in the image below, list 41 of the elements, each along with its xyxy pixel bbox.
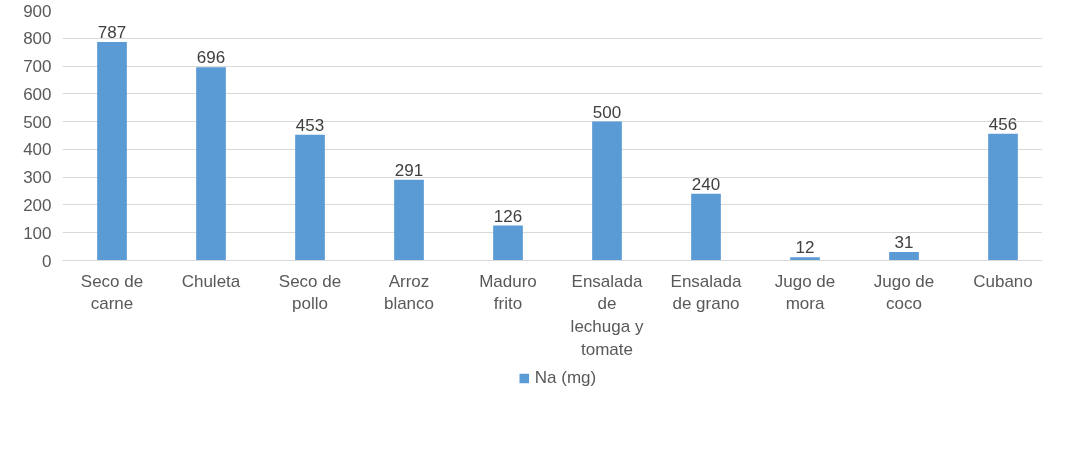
bar: [691, 193, 721, 261]
x-tick-label: Seco de pollo: [278, 271, 342, 314]
x-tick-label: Maduro frito: [479, 271, 537, 314]
y-tick-label: 400: [23, 140, 52, 160]
data-label: 456: [988, 114, 1018, 134]
y-tick-label: 800: [23, 29, 52, 49]
bar: [97, 41, 127, 261]
bar: [889, 251, 919, 261]
y-tick-label: 0: [42, 251, 52, 271]
bar: [493, 225, 523, 261]
x-tick-label: Cubano: [973, 271, 1033, 291]
bar: [592, 121, 622, 261]
x-tick-label: Ensalada de grano: [670, 271, 742, 314]
legend-label: Na (mg): [534, 368, 597, 388]
y-tick-label: 500: [23, 112, 52, 132]
data-label: 696: [196, 48, 226, 68]
data-label: 12: [795, 238, 815, 258]
data-label: 453: [295, 115, 325, 135]
bar: [196, 67, 226, 261]
x-tick-label: Ensalada de lechuga y tomate: [570, 271, 644, 359]
data-label: 31: [894, 232, 914, 252]
bar: [394, 179, 424, 261]
x-tick-label: Arroz blanco: [383, 271, 435, 314]
y-tick-label: 900: [23, 1, 52, 21]
data-label: 240: [691, 174, 721, 194]
x-tick-label: Seco de carne: [80, 271, 144, 314]
data-label: 787: [97, 22, 127, 42]
y-tick-label: 600: [23, 84, 52, 104]
x-tick-label: Jugo de coco: [873, 271, 935, 314]
y-tick-label: 300: [23, 168, 52, 188]
x-tick-label: Chuleta: [181, 271, 241, 291]
bar: [790, 257, 820, 261]
bar: [295, 134, 325, 261]
x-tick-label: Jugo de mora: [774, 271, 836, 314]
bar: [988, 133, 1018, 261]
y-tick-label: 700: [23, 57, 52, 77]
data-label: 126: [493, 206, 523, 226]
y-tick-label: 100: [23, 223, 52, 243]
data-label: 291: [394, 160, 424, 180]
y-tick-label: 200: [23, 195, 52, 215]
data-label: 500: [592, 102, 622, 122]
